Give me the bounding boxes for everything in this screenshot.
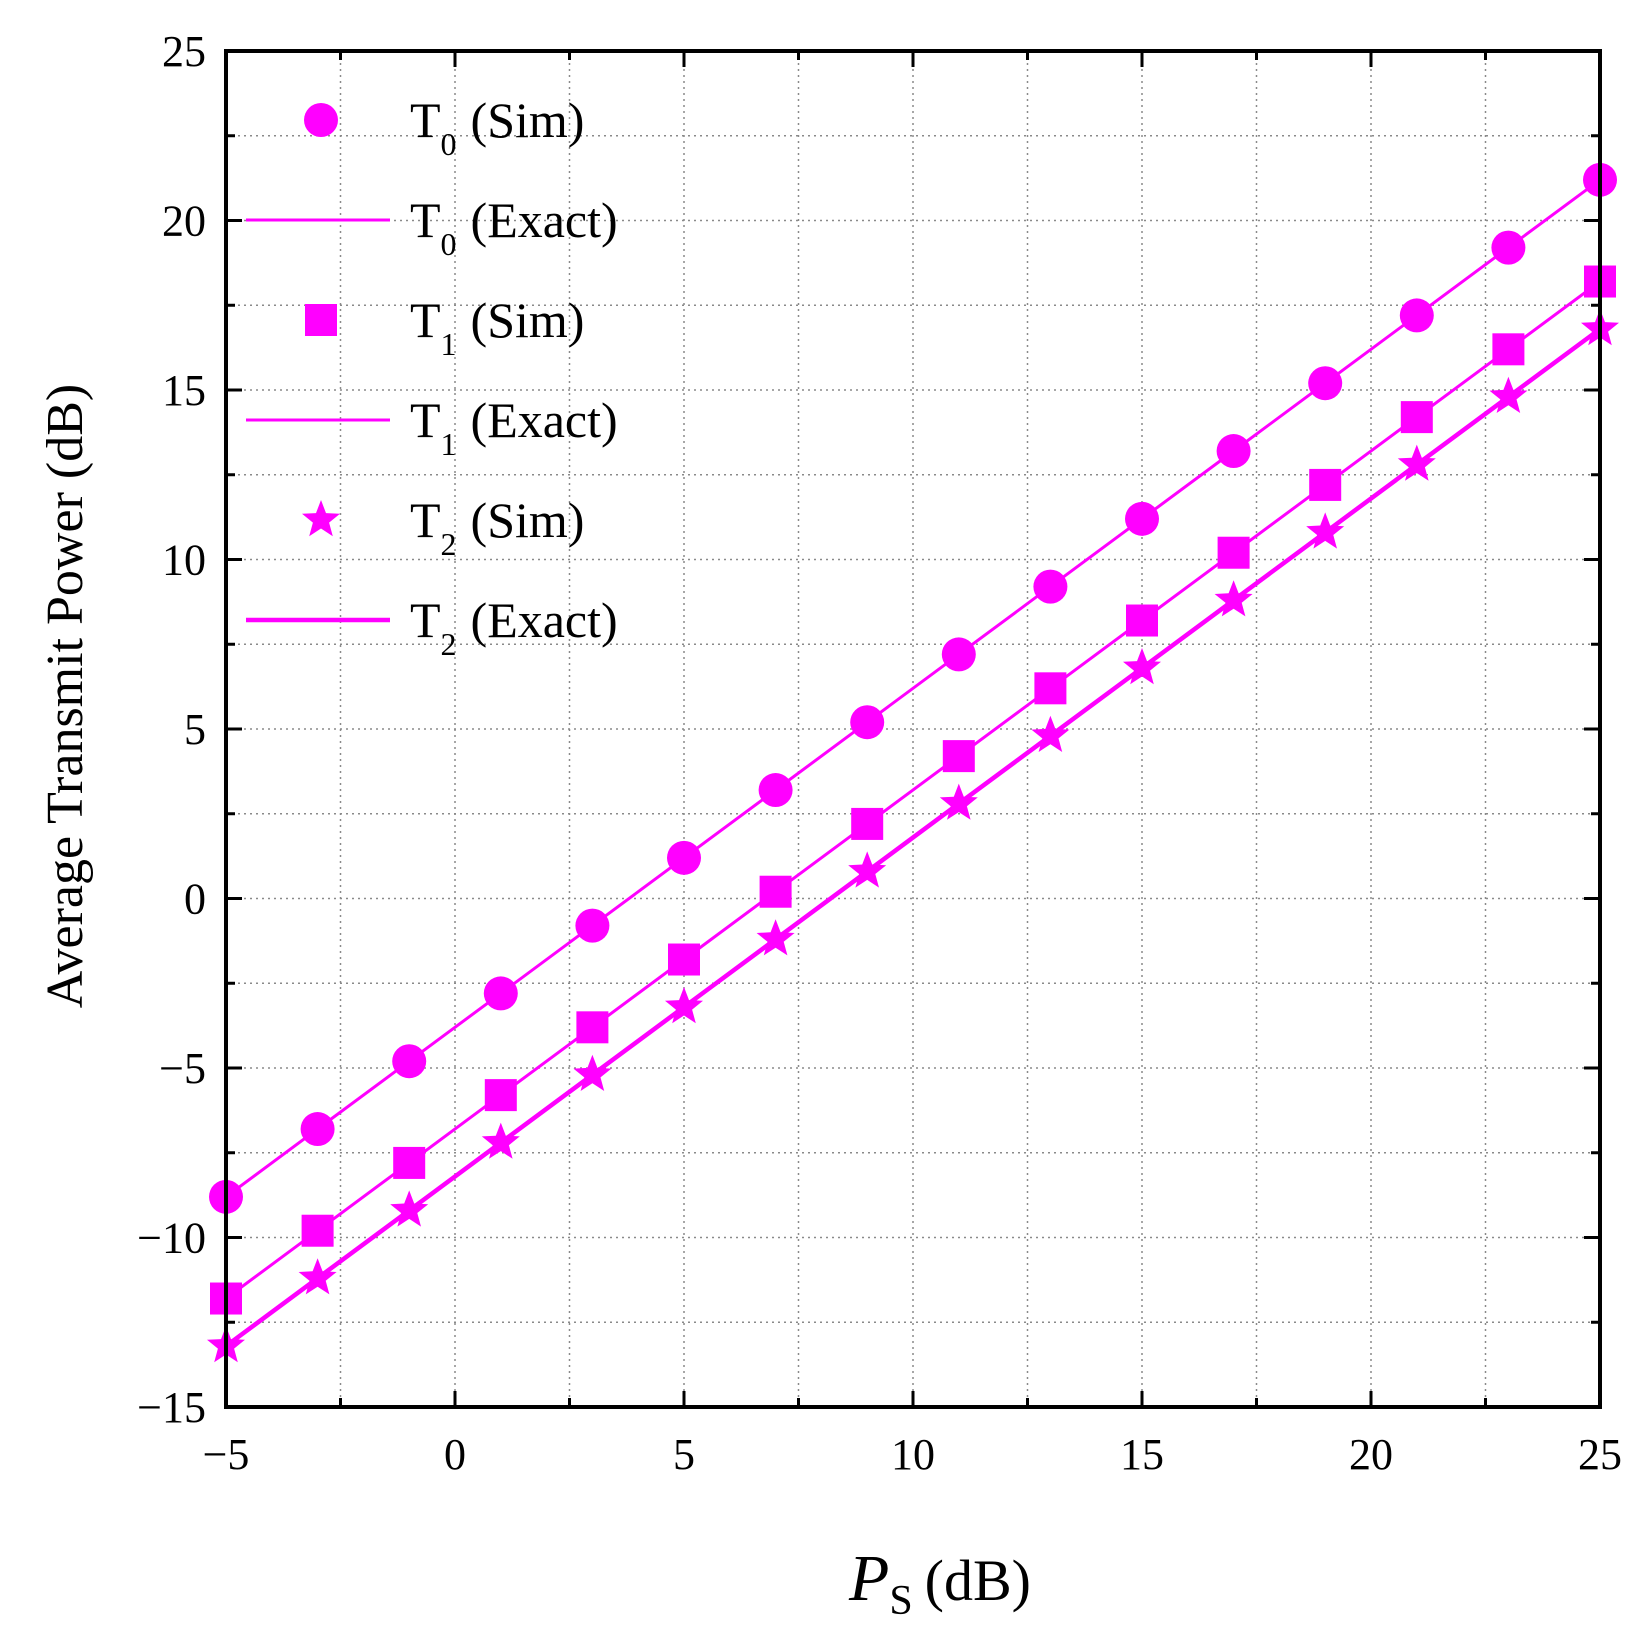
legend-label: T2 (Exact) — [410, 592, 618, 662]
legend-label-suffix: (Exact) — [471, 392, 618, 448]
x-axis-title-unit: (dB) — [925, 1548, 1031, 1613]
legend-marker-circle — [304, 103, 338, 137]
legend-label-sub: 2 — [441, 526, 457, 562]
legend-label-sub: 2 — [441, 626, 457, 662]
y-tick-label: 25 — [162, 27, 206, 76]
y-tick-label: 0 — [184, 875, 206, 924]
axis-ticks — [224, 49, 1602, 1409]
series-line — [224, 327, 1602, 1348]
legend-entry: T0 (Sim) — [304, 92, 584, 162]
x-tick-label: 0 — [444, 1430, 466, 1479]
legend-label-suffix: (Sim) — [471, 92, 585, 148]
legend-entry: T2 (Exact) — [246, 592, 618, 662]
legend-label-sub: 0 — [441, 126, 457, 162]
y-tick-labels: −15 −10 −5 0 5 10 15 20 25 — [137, 27, 206, 1432]
legend-label-main: T — [410, 492, 441, 548]
legend-label-suffix: (Sim) — [471, 292, 585, 348]
legend-label-main: T — [410, 192, 441, 248]
legend: T0 (Sim)T0 (Exact)T1 (Sim)T1 (Exact)T2 (Sim)T… — [246, 92, 618, 662]
y-tick-label: −15 — [137, 1383, 206, 1432]
legend-label-suffix: (Sim) — [471, 492, 585, 548]
x-tick-label: −5 — [203, 1430, 250, 1479]
x-tick-label: 20 — [1349, 1430, 1393, 1479]
legend-entry: T1 (Sim) — [305, 292, 584, 362]
x-tick-label: 10 — [891, 1430, 935, 1479]
series-t1-exact — [225, 280, 1601, 1300]
grid-lines — [226, 51, 1600, 1407]
legend-label: T1 (Exact) — [410, 392, 618, 462]
x-tick-label: 25 — [1578, 1430, 1622, 1479]
legend-label: T1 (Sim) — [410, 292, 584, 362]
legend-label: T0 (Sim) — [410, 92, 584, 162]
y-tick-label: 5 — [184, 705, 206, 754]
legend-label-suffix: (Exact) — [471, 192, 618, 248]
y-tick-label: −10 — [137, 1214, 206, 1263]
legend-label-suffix: (Exact) — [471, 592, 618, 648]
legend-marker-star — [302, 500, 340, 537]
y-tick-label: 10 — [162, 536, 206, 585]
legend-label: T0 (Exact) — [410, 192, 618, 262]
legend-entry: T2 (Sim) — [302, 492, 584, 562]
x-axis-title-main: P — [848, 1542, 889, 1615]
legend-entry: T0 (Exact) — [246, 192, 618, 262]
legend-label-main: T — [410, 292, 441, 348]
x-tick-label: 5 — [673, 1430, 695, 1479]
legend-label-main: T — [410, 592, 441, 648]
legend-entry: T1 (Exact) — [246, 392, 618, 462]
series-line — [225, 280, 1601, 1300]
x-axis-title-sub: S — [889, 1578, 912, 1624]
y-axis-title: Average Transmit Power (dB) — [37, 384, 94, 1008]
series-line — [225, 178, 1601, 1199]
x-tick-label: 15 — [1120, 1430, 1164, 1479]
series-t0-exact — [225, 178, 1601, 1199]
x-tick-labels: −5 0 5 10 15 20 25 — [203, 1430, 1622, 1479]
legend-label-sub: 1 — [441, 426, 457, 462]
legend-marker-square — [305, 304, 337, 336]
series-t2-exact — [224, 327, 1602, 1348]
y-tick-label: 15 — [162, 366, 206, 415]
legend-label-main: T — [410, 92, 441, 148]
x-axis-title: PS (dB) — [848, 1542, 1031, 1624]
legend-label: T2 (Sim) — [410, 492, 584, 562]
legend-label-main: T — [410, 392, 441, 448]
legend-label-sub: 0 — [441, 226, 457, 262]
y-tick-label: 20 — [162, 197, 206, 246]
legend-label-sub: 1 — [441, 326, 457, 362]
y-tick-label: −5 — [159, 1044, 206, 1093]
